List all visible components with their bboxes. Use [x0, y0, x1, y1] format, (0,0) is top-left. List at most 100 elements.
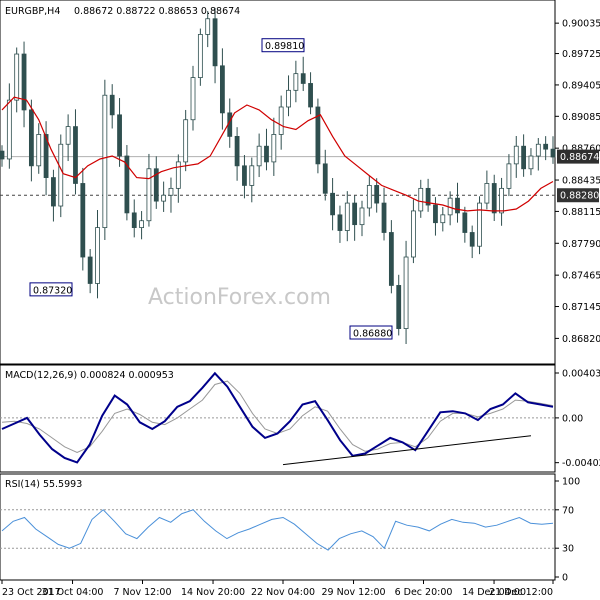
candle: [308, 72, 313, 115]
candle-body: [322, 163, 328, 194]
candle-body: [139, 220, 144, 228]
rsi-line: [1, 509, 554, 551]
candle-body: [543, 143, 549, 150]
candle: [87, 249, 93, 294]
candle: [58, 134, 64, 218]
candle: [366, 175, 372, 217]
candle: [161, 181, 167, 212]
current-price-tag-bg: [557, 149, 599, 164]
candle-body: [396, 285, 402, 329]
candle: [293, 60, 299, 103]
candle-body: [308, 83, 313, 108]
candle-body: [109, 94, 115, 116]
candle: [102, 79, 108, 241]
candle: [330, 178, 336, 231]
candle-body: [381, 202, 387, 233]
candle: [337, 205, 343, 243]
macd-tick-label: 0.00: [562, 413, 583, 424]
price-layer: 0.89810 0.87320 0.86880: [0, 7, 556, 345]
x-tick-label: 14 Nov 20:00: [181, 587, 245, 598]
candle-body: [36, 134, 42, 167]
rsi-tick-label: 70: [562, 505, 574, 516]
candle: [433, 197, 438, 236]
macd-tick-label: -0.004021: [562, 458, 600, 469]
candle: [65, 114, 71, 162]
candle-body: [87, 256, 93, 284]
candle-body: [366, 185, 372, 209]
candle-body: [197, 34, 203, 78]
candle: [205, 10, 211, 48]
candle-body: [65, 126, 71, 145]
x-tick-label: 29 Nov 12:00: [322, 587, 386, 598]
candle-body: [491, 183, 497, 214]
candle-body: [146, 168, 152, 222]
candle: [183, 109, 189, 172]
candle: [374, 178, 380, 213]
candle-body: [440, 214, 446, 224]
rsi-tick-label: 30: [562, 544, 574, 555]
candle-body: [528, 155, 534, 170]
candle: [146, 153, 152, 227]
candle-body: [433, 204, 438, 224]
candle-body: [51, 177, 56, 207]
candle: [153, 156, 159, 209]
candle: [396, 274, 402, 336]
price-annotation: 0.86880: [349, 325, 393, 340]
candle-body: [499, 187, 504, 214]
candle-body: [212, 18, 218, 67]
x-tick-label: 7 Nov 12:00: [113, 587, 171, 598]
candle-body: [43, 134, 49, 178]
price-tick-label: 0.88115: [562, 207, 600, 218]
candle-body: [14, 53, 20, 101]
candle: [535, 138, 541, 171]
x-tick-label: 6 Dec 20:00: [395, 587, 453, 598]
candle: [168, 177, 174, 213]
candle-body: [506, 163, 512, 189]
candle: [543, 136, 549, 161]
candle-body: [95, 227, 100, 284]
candle: [124, 145, 130, 221]
candle-body: [513, 145, 519, 165]
annotation-box: [29, 282, 73, 297]
candle: [139, 211, 144, 240]
price-tick-label: 0.89085: [562, 112, 600, 123]
candle-body: [293, 73, 299, 91]
candle-body: [80, 183, 86, 258]
candle-body: [521, 145, 527, 170]
rsi-label: RSI(14) 55.5993: [5, 479, 82, 490]
candle: [190, 65, 196, 131]
candle-body: [124, 155, 130, 214]
support-tag-bg: [557, 188, 599, 203]
candle: [175, 154, 181, 203]
price-tick-label: 0.88435: [562, 176, 600, 187]
candle: [234, 127, 240, 181]
candle-body: [205, 18, 211, 35]
candle-body: [168, 187, 174, 196]
price-tick-label: 0.87465: [562, 271, 600, 282]
price-panel-frame: [0, 0, 556, 365]
candle: [131, 199, 137, 238]
rsi-tick-label: 100: [562, 477, 580, 488]
price-tick-label: 0.86820: [562, 334, 600, 345]
candle-body: [455, 197, 460, 214]
candle: [117, 98, 122, 167]
candle-body: [175, 161, 181, 189]
price-tick-label: 0.87145: [562, 302, 600, 313]
candle-body: [388, 232, 394, 286]
watermark: ActionForex.com: [148, 285, 331, 310]
candle-body: [286, 89, 291, 108]
candle-body: [535, 143, 541, 157]
macd-panel-frame: [0, 364, 556, 473]
candle-body: [462, 212, 468, 233]
candle: [249, 157, 255, 203]
candle: [484, 170, 490, 210]
candle-body: [256, 145, 262, 167]
rsi-panel-frame: [0, 473, 556, 581]
candle: [455, 182, 460, 223]
x-tick-label: 14 Dec 04:00: [462, 587, 526, 598]
candle: [271, 117, 277, 176]
candle: [388, 220, 394, 294]
rsi-tick-label: 0: [562, 573, 568, 584]
candle: [109, 84, 115, 129]
